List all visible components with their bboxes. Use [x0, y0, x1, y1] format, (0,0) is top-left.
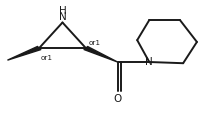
- Polygon shape: [7, 46, 41, 60]
- Text: O: O: [113, 94, 122, 104]
- Text: or1: or1: [89, 40, 101, 46]
- Text: or1: or1: [40, 55, 52, 61]
- Text: H: H: [59, 6, 66, 16]
- Polygon shape: [84, 47, 118, 62]
- Text: N: N: [59, 12, 66, 22]
- Text: N: N: [145, 57, 153, 67]
